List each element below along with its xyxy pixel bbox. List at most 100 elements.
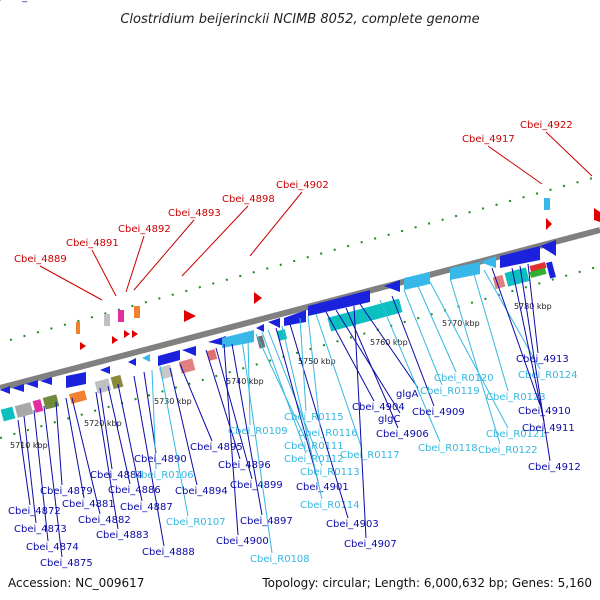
accession-text: Accession: NC_009617	[8, 576, 144, 590]
gene-label-lower: glgC	[335, 309, 400, 425]
gene-label-upper: Cbei_4893	[133, 208, 221, 291]
gene-label-text: Cbei_4903	[326, 519, 379, 530]
gene-label-text: glgC	[378, 414, 400, 425]
gene-label-text: Cbei_4912	[528, 462, 581, 473]
gene-label-lower: Cbei_R0114	[281, 325, 360, 511]
gene-label-lower: Cbei_R0112	[261, 331, 344, 465]
gene-label-lower: Cbei_4881	[62, 397, 115, 510]
gene-label-text: Cbei_4891	[66, 238, 119, 249]
gene-label-lower: Cbei_4874	[26, 409, 79, 553]
gene-label-text: Cbei_4897	[240, 516, 293, 527]
gene-label-text: Cbei_R0117	[340, 450, 400, 461]
gene-label-lower: Cbei_4914	[0, 0, 53, 3]
gene-label-text: glgA	[396, 389, 418, 400]
gene-label-upper: Cbei_4902	[249, 180, 329, 257]
gene-label-lower: Cbei_R0121	[429, 281, 546, 440]
gene-label-text: Cbei_4907	[344, 539, 397, 550]
gene-label-text: Cbei_R0115	[284, 412, 344, 423]
gene-label-text: Cbei_4886	[108, 485, 161, 496]
map-title: Clostridium beijerinckii NCIMB 8052, com…	[120, 12, 479, 27]
gene-label-text: Cbei_4909	[412, 407, 465, 418]
gene-label-text: Cbei_4881	[62, 499, 115, 510]
gene-label-text: Cbei_R0112	[284, 454, 344, 465]
gene-label-text: Cbei_4889	[14, 254, 67, 265]
gene-label-text: Cbei_4875	[40, 558, 93, 569]
gene-label-text: Cbei_R0118	[418, 443, 478, 454]
gene-label-lower: Cbei_R0120	[417, 285, 494, 384]
gene-label-text: Cbei_4895	[190, 442, 243, 453]
gene-label-text: Cbei_R0108	[250, 554, 310, 565]
gene-label-text: Cbei_4890	[134, 454, 187, 465]
gene-label-lower: Cbei_4886	[107, 385, 161, 496]
gene-label-lower: Cbei_4913	[516, 263, 569, 365]
gene-label-text: Cbei_4879	[40, 486, 93, 497]
tick-label: 5710 kbp	[10, 441, 48, 450]
gene-label-lower: Cbei_4883	[95, 391, 149, 541]
gene-label-text: Cbei_4883	[96, 530, 149, 541]
gene-label-lower: Cbei_4882	[71, 397, 131, 526]
gene-label-text: Cbei_4888	[142, 547, 195, 558]
gene-label-lower: Cbei_4912	[519, 265, 581, 473]
gene-label-text: Cbei_4910	[518, 406, 571, 417]
upper-gene-labels: Cbei_4889Cbei_4891Cbei_4892Cbei_4893Cbei…	[14, 120, 593, 301]
gene-label-lower: Cbei_R0117	[315, 313, 400, 461]
gene-label-text: Cbei_4900	[216, 536, 269, 547]
gene-label-text: Cbei_4914	[0, 0, 53, 3]
gene-label-lower: Cbei_4900	[216, 343, 269, 547]
gene-label-text: Cbei_4882	[78, 515, 131, 526]
tick-label: 5740 kbp	[226, 377, 264, 386]
gene-label-upper: Cbei_4892	[118, 224, 171, 293]
gene-label-lower: glgA	[359, 303, 418, 400]
gene-label-lower: Cbei_R0109	[228, 337, 288, 437]
gene-label-text: Cbei_4902	[276, 180, 329, 191]
gene-label-lower: Cbei_4875	[40, 405, 93, 569]
gene-label-lower: Cbei_R0116	[298, 315, 358, 439]
gene-label-text: Cbei_R0113	[300, 467, 360, 478]
lower-gene-labels: Cbei_4872 Cbei_4873 Cbei_4874 Cbei_4875 Cbei…	[0, 0, 581, 569]
tick-label: 5720 kbp	[84, 419, 122, 428]
gene-label-upper: Cbei_4917	[462, 134, 543, 185]
gene-label-text: Cbei_4906	[376, 429, 429, 440]
gene-label-lower: Cbei_4909	[391, 295, 465, 418]
tick-label: 5760 kbp	[370, 338, 408, 347]
gene-label-lower: Cbei_4904	[325, 311, 405, 413]
gene-label-lower: Cbei_R0119	[403, 289, 480, 397]
gene-label-text: Cbei_4901	[296, 482, 349, 493]
gene-label-text: Cbei_4893	[168, 208, 221, 219]
gene-label-text: Cbei_4887	[120, 502, 173, 513]
gene-label-upper: Cbei_4889	[14, 254, 103, 301]
gene-label-text: Cbei_4911	[522, 423, 575, 434]
gene-label-lower: Cbei_4896	[205, 349, 271, 471]
gene-label-lower: Cbei_4879	[40, 401, 93, 497]
gene-label-upper: Cbei_4922	[520, 120, 593, 177]
gene-label-lower: Cbei_R0106	[134, 369, 194, 481]
gene-label-text: Cbei_4894	[175, 486, 228, 497]
gene-label-text: Cbei_R0124	[518, 370, 578, 381]
gene-track	[0, 198, 600, 422]
gene-arrows-cyan	[142, 256, 496, 362]
red-markers	[80, 208, 600, 350]
gene-label-text: Cbei_4913	[516, 354, 569, 365]
gene-label-text: Cbei_4873	[14, 524, 67, 535]
gene-label-lower: Cbei_4910	[491, 267, 571, 417]
gene-label-lower: Cbei_R0124	[483, 269, 578, 381]
gene-label-lower: Cbei_4907	[344, 305, 397, 550]
gene-label-text: Cbei_R0122	[478, 445, 538, 456]
tick-label: 5750 kbp	[298, 357, 336, 366]
gene-label-lower: Cbei_R0108	[241, 339, 310, 565]
gene-label-text: Cbei_4892	[118, 224, 171, 235]
gene-label-text: Cbei_4874	[26, 542, 79, 553]
gene-label-text: Cbei_R0109	[228, 426, 288, 437]
tick-label: 5730 kbp	[154, 397, 192, 406]
gene-label-lower: Cbei_R0107	[159, 365, 226, 528]
tick-label: 5770 kbp	[442, 319, 480, 328]
gene-label-lower: Cbei_R0122	[449, 277, 538, 456]
colored-blocks	[0, 198, 556, 422]
gene-label-text: Cbei_4898	[222, 194, 275, 205]
gene-label-lower: Cbei_4901	[275, 327, 349, 493]
gene-label-upper: Cbei_4891	[66, 238, 119, 297]
gene-label-text: Cbei_4884	[90, 470, 143, 481]
gene-label-lower: Cbei_4911	[511, 267, 575, 434]
gene-label-upper: Cbei_4898	[181, 194, 275, 277]
